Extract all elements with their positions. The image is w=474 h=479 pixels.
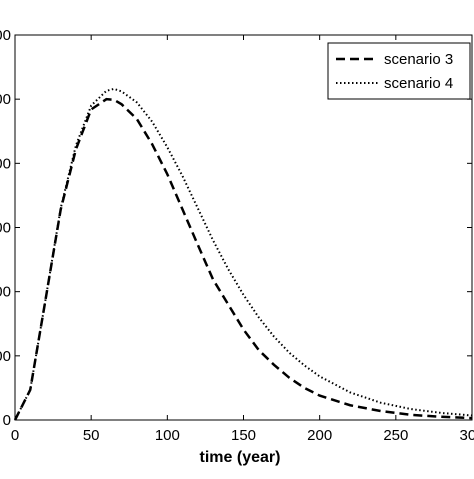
x-axis-label: time (year) <box>200 449 281 466</box>
line-series <box>14 87 473 421</box>
line-series <box>13 97 473 421</box>
x-tick-label: 100 <box>155 427 180 444</box>
y-tick-label: 0 <box>3 412 11 429</box>
legend-box <box>327 42 471 100</box>
y-tick-label: 200 <box>0 284 11 301</box>
x-tick-label: 250 <box>383 427 408 444</box>
legend-label: scenario 3 <box>384 51 453 68</box>
x-tick-label: 150 <box>231 427 256 444</box>
y-tick-label: 400 <box>0 155 11 172</box>
legend-label: scenario 4 <box>384 75 453 92</box>
x-tick-label: 300 <box>459 427 474 444</box>
y-tick-label: 100 <box>0 348 11 365</box>
y-tick-label: 300 <box>0 220 11 237</box>
y-tick-label: 600 <box>0 27 11 44</box>
x-tick-label: 200 <box>307 427 332 444</box>
x-tick-label: 50 <box>83 427 100 444</box>
x-tick-label: 0 <box>11 427 19 444</box>
y-tick-label: 500 <box>0 91 11 108</box>
